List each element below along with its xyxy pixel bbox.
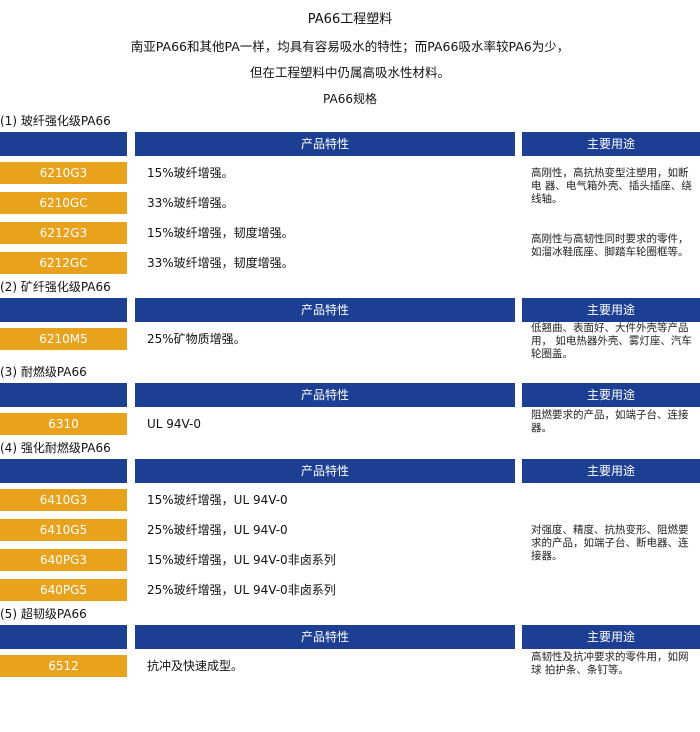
row-group: 6210M5 25%矿物质增强。 低翘曲、表面好、大件外壳等产品用， 如电热器外壳、… xyxy=(0,322,700,361)
section-title: (5) 超韧级PA66 xyxy=(0,607,87,621)
table-row: 6210G3 15%玻纤增强。 xyxy=(0,156,515,186)
table-header: 产品特性 主要用途 xyxy=(0,625,700,649)
use-cell: 高刚性，高抗热变型注塑用，如断电 器、电气箱外壳、插头插座、绕线轴。 xyxy=(531,166,692,205)
grade-header xyxy=(0,132,127,156)
table-row: 6210M5 25%矿物质增强。 xyxy=(0,322,515,352)
grade-cell: 640PG3 xyxy=(0,549,127,571)
use-cell: 高韧性及抗冲要求的零件用，如网球 拍护条、条钉等。 xyxy=(531,651,689,676)
property-header: 产品特性 xyxy=(135,132,515,156)
grade-cell: 6210M5 xyxy=(0,328,127,350)
table-row: 6512 抗冲及快速成型。 xyxy=(0,649,515,679)
rows: 6512 抗冲及快速成型。 xyxy=(0,649,515,679)
row-group: 6310 UL 94V-0 阻燃要求的产品，如端子台、连接器。 xyxy=(0,407,700,437)
row-group: 6512 抗冲及快速成型。 高韧性及抗冲要求的零件用，如网球 拍护条、条钉等。 xyxy=(0,649,700,679)
use-header: 主要用途 xyxy=(522,459,700,483)
property-header: 产品特性 xyxy=(135,298,515,322)
property-header: 产品特性 xyxy=(135,625,515,649)
table-row: 6212G3 15%玻纤增强，韧度增强。 xyxy=(0,216,515,246)
table-header: 产品特性 主要用途 xyxy=(0,383,700,407)
intro: 南亚PA66和其他PA一样，均具有容易吸水的特性；而PA66吸水率较PA6为少，… xyxy=(0,34,700,86)
section: (4) 强化耐燃级PA66 产品特性 主要用途 6410G3 15%玻纤增强，UL 94… xyxy=(0,437,700,603)
grade-cell: 640PG5 xyxy=(0,579,127,601)
grade-cell: 6310 xyxy=(0,413,127,435)
rows: 6210G3 15%玻纤增强。 6210GC 33%玻纤增强。 xyxy=(0,156,515,216)
property-cell: 33%玻纤增强。 xyxy=(147,196,234,210)
use-header: 主要用途 xyxy=(522,132,700,156)
grade-header xyxy=(0,459,127,483)
grade-cell: 6212GC xyxy=(0,252,127,274)
table-row: 6212GC 33%玻纤增强，韧度增强。 xyxy=(0,246,515,276)
grade-cell: 6410G5 xyxy=(0,519,127,541)
row-group: 6212G3 15%玻纤增强，韧度增强。 6212GC 33%玻纤增强，韧度增强。 高刚… xyxy=(0,216,700,276)
property-cell: 15%玻纤增强。 xyxy=(147,166,234,180)
section-title: (4) 强化耐燃级PA66 xyxy=(0,441,111,455)
property-cell: 15%玻纤增强，UL 94V-0 xyxy=(147,493,288,507)
section-title: (2) 矿纤强化级PA66 xyxy=(0,280,111,294)
section: (5) 超韧级PA66 产品特性 主要用途 6512 抗冲及快速成型。 高韧性及抗冲要求的… xyxy=(0,603,700,679)
table-row: 6410G5 25%玻纤增强，UL 94V-0 xyxy=(0,513,515,543)
use-header: 主要用途 xyxy=(522,383,700,407)
section: (3) 耐燃级PA66 产品特性 主要用途 6310 UL 94V-0 阻燃要求的产品，如… xyxy=(0,361,700,437)
rows: 6212G3 15%玻纤增强，韧度增强。 6212GC 33%玻纤增强，韧度增强。 xyxy=(0,216,515,276)
grade-cell: 6212G3 xyxy=(0,222,127,244)
table-row: 640PG3 15%玻纤增强，UL 94V-0非卤系列 xyxy=(0,543,515,573)
property-cell: 抗冲及快速成型。 xyxy=(147,659,244,673)
grade-cell: 6210G3 xyxy=(0,162,127,184)
property-cell: 25%玻纤增强，UL 94V-0 xyxy=(147,523,288,537)
grade-cell: 6512 xyxy=(0,655,127,677)
property-cell: 15%玻纤增强，韧度增强。 xyxy=(147,226,294,240)
table-header: 产品特性 主要用途 xyxy=(0,459,700,483)
row-group: 6210G3 15%玻纤增强。 6210GC 33%玻纤增强。 高刚性，高抗热变型注塑用… xyxy=(0,156,700,216)
table-row: 6410G3 15%玻纤增强，UL 94V-0 xyxy=(0,483,515,513)
use-cell: 低翘曲、表面好、大件外壳等产品用， 如电热器外壳、雾灯座、汽车轮圈盖。 xyxy=(531,322,692,360)
sections: (1) 玻纤强化级PA66 产品特性 主要用途 6210G3 15%玻纤增强。 6210G… xyxy=(0,110,700,679)
row-group: 6410G3 15%玻纤增强，UL 94V-0 6410G5 25%玻纤增强，UL 9… xyxy=(0,483,700,603)
use-header: 主要用途 xyxy=(522,298,700,322)
section: (1) 玻纤强化级PA66 产品特性 主要用途 6210G3 15%玻纤增强。 6210G… xyxy=(0,110,700,276)
use-cell: 阻燃要求的产品，如端子台、连接器。 xyxy=(531,409,689,434)
use-cell: 对强度、精度、抗热变形、阻燃要求的产品，如端子台、断电器、连接器。 xyxy=(531,523,689,562)
property-header: 产品特性 xyxy=(135,383,515,407)
rows: 6210M5 25%矿物质增强。 xyxy=(0,322,515,361)
rows: 6410G3 15%玻纤增强，UL 94V-0 6410G5 25%玻纤增强，UL 9… xyxy=(0,483,515,603)
grade-header xyxy=(0,383,127,407)
header: PA66工程塑料 南亚PA66和其他PA一样，均具有容易吸水的特性；而PA66吸… xyxy=(0,10,700,110)
property-cell: 25%玻纤增强，UL 94V-0非卤系列 xyxy=(147,583,336,597)
property-cell: 15%玻纤增强，UL 94V-0非卤系列 xyxy=(147,553,336,567)
intro-line: 南亚PA66和其他PA一样，均具有容易吸水的特性；而PA66吸水率较PA6为少， xyxy=(130,39,570,54)
use-header: 主要用途 xyxy=(522,625,700,649)
rows: 6310 UL 94V-0 xyxy=(0,407,515,437)
page: PA66工程塑料 南亚PA66和其他PA一样，均具有容易吸水的特性；而PA66吸… xyxy=(0,10,700,732)
grade-header xyxy=(0,298,127,322)
table-header: 产品特性 主要用途 xyxy=(0,298,700,322)
grade-header xyxy=(0,625,127,649)
use-cell: 高刚性与高韧性同时要求的零件，如溜冰鞋底座、脚踏车轮圈框等。 xyxy=(531,233,689,258)
table-row: 640PG5 25%玻纤增强，UL 94V-0非卤系列 xyxy=(0,573,515,603)
property-header: 产品特性 xyxy=(135,459,515,483)
property-cell: 25%矿物质增强。 xyxy=(147,332,246,346)
table-row: 6210GC 33%玻纤增强。 xyxy=(0,186,515,216)
section-title: (3) 耐燃级PA66 xyxy=(0,365,87,379)
spec-title: PA66规格 xyxy=(323,92,377,106)
property-cell: UL 94V-0 xyxy=(147,417,202,431)
section-title: (1) 玻纤强化级PA66 xyxy=(0,114,111,128)
section: (2) 矿纤强化级PA66 产品特性 主要用途 6210M5 25%矿物质增强。 低翘曲、… xyxy=(0,276,700,361)
grade-cell: 6410G3 xyxy=(0,489,127,511)
table-row: 6310 UL 94V-0 xyxy=(0,407,515,437)
property-cell: 33%玻纤增强，韧度增强。 xyxy=(147,256,294,270)
grade-cell: 6210GC xyxy=(0,192,127,214)
page-title: PA66工程塑料 xyxy=(307,12,393,27)
intro-line: 但在工程塑料中仍属高吸水性材料。 xyxy=(249,65,450,80)
table-header: 产品特性 主要用途 xyxy=(0,132,700,156)
